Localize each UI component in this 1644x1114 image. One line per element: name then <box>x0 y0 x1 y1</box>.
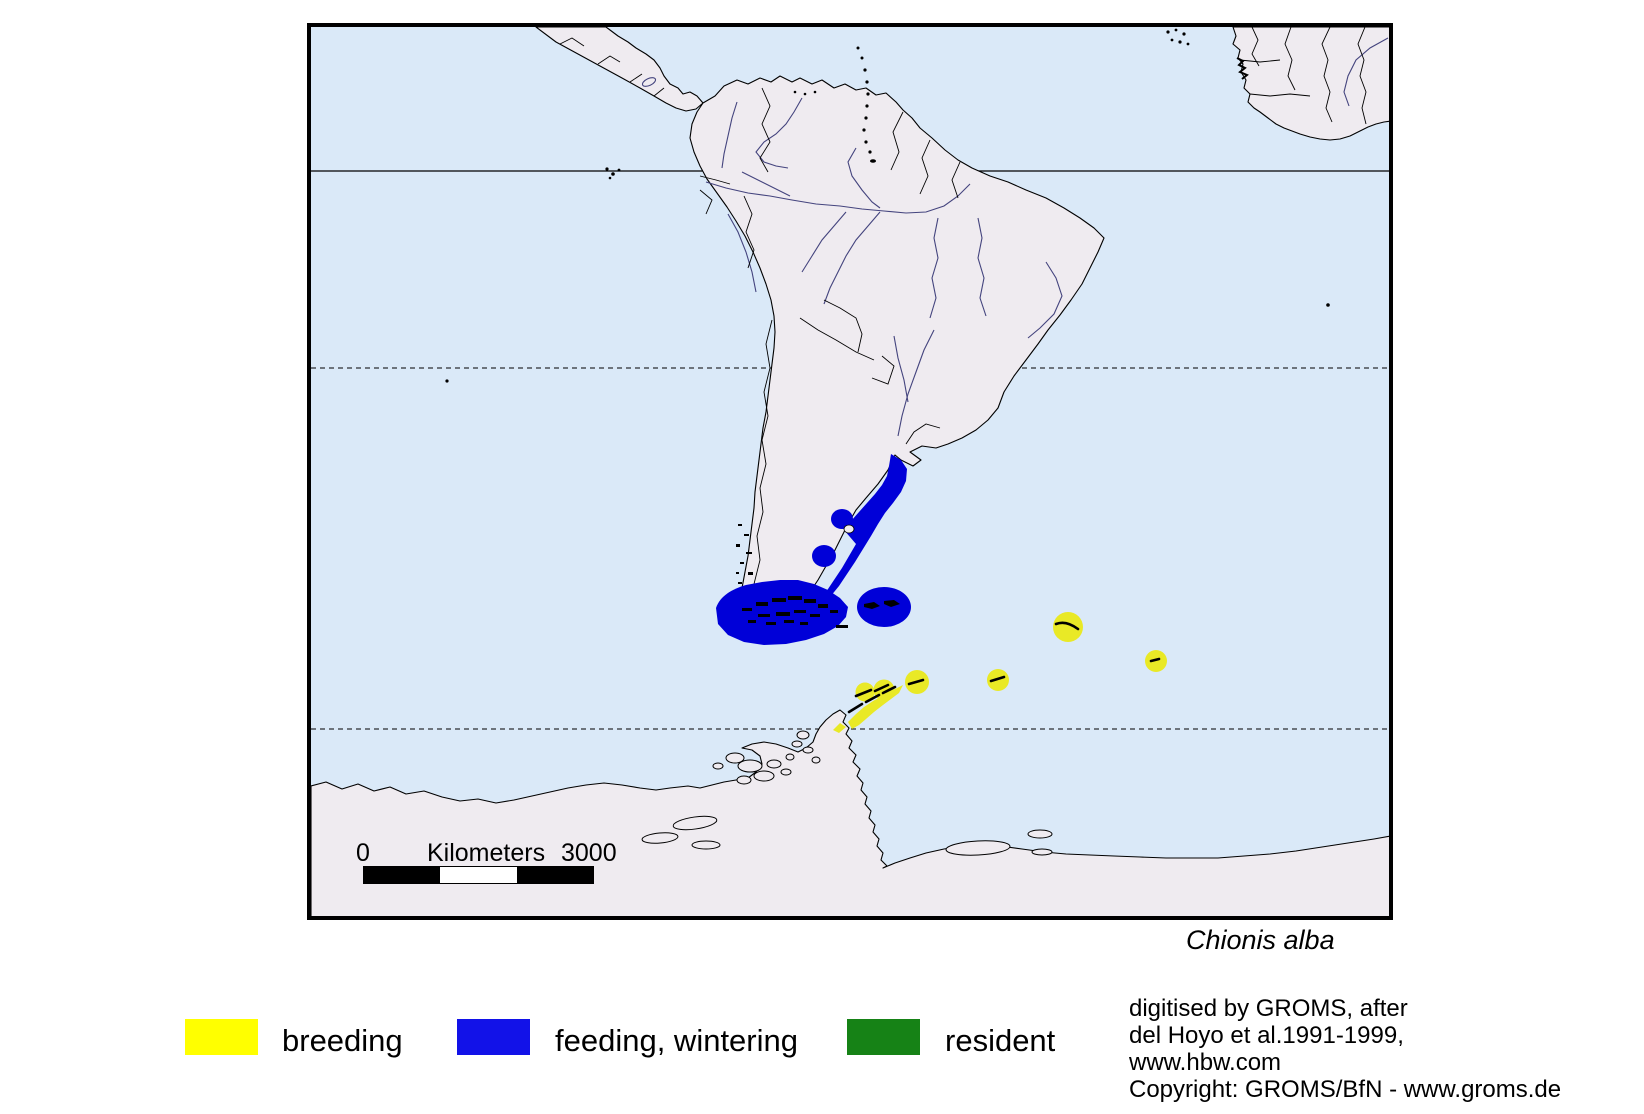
credits-line: Copyright: GROMS/BfN - www.groms.de <box>1129 1076 1562 1103</box>
legend-label-breeding: breeding <box>282 1023 403 1058</box>
legend-swatch-resident <box>847 1019 920 1055</box>
breeding-site <box>1053 612 1083 642</box>
scale-max-label: 3000 <box>561 839 617 867</box>
borders-layer <box>559 27 1367 601</box>
credits-line: del Hoyo et al.1991-1999, <box>1129 1022 1404 1049</box>
credits-line: www.hbw.com <box>1129 1049 1282 1076</box>
land-layer <box>311 27 1389 916</box>
ocean-islands <box>445 28 1330 383</box>
island-detail-layer <box>742 596 900 628</box>
scale-unit-label: Kilometers <box>427 839 546 867</box>
legend-swatch-feeding-wintering <box>457 1019 530 1055</box>
scale-bar-segment <box>364 867 440 883</box>
scale-bar-segment <box>517 867 593 883</box>
scale-bar-segment <box>440 867 517 883</box>
scale-bar <box>363 866 594 884</box>
antarctic-islands <box>641 730 1053 856</box>
falklands-feeding <box>857 587 911 627</box>
antarctica-land <box>311 709 1389 916</box>
credits-line: digitised by GROMS, after <box>1129 995 1408 1022</box>
breeding-island-marks <box>847 621 1161 714</box>
legend-swatch-breeding <box>185 1019 258 1055</box>
legend-label-resident: resident <box>945 1023 1056 1058</box>
scale-zero-label: 0 <box>356 839 370 867</box>
species-title: Chionis alba <box>1186 925 1335 955</box>
peninsula-valdes <box>843 524 855 534</box>
rivers-layer <box>641 37 1389 437</box>
credits-block: digitised by GROMS, after del Hoyo et al… <box>1129 995 1561 1103</box>
legend-label-feeding-wintering: feeding, wintering <box>555 1023 798 1058</box>
coastal-feeding-band <box>813 454 907 614</box>
south-america-land <box>689 75 1105 617</box>
